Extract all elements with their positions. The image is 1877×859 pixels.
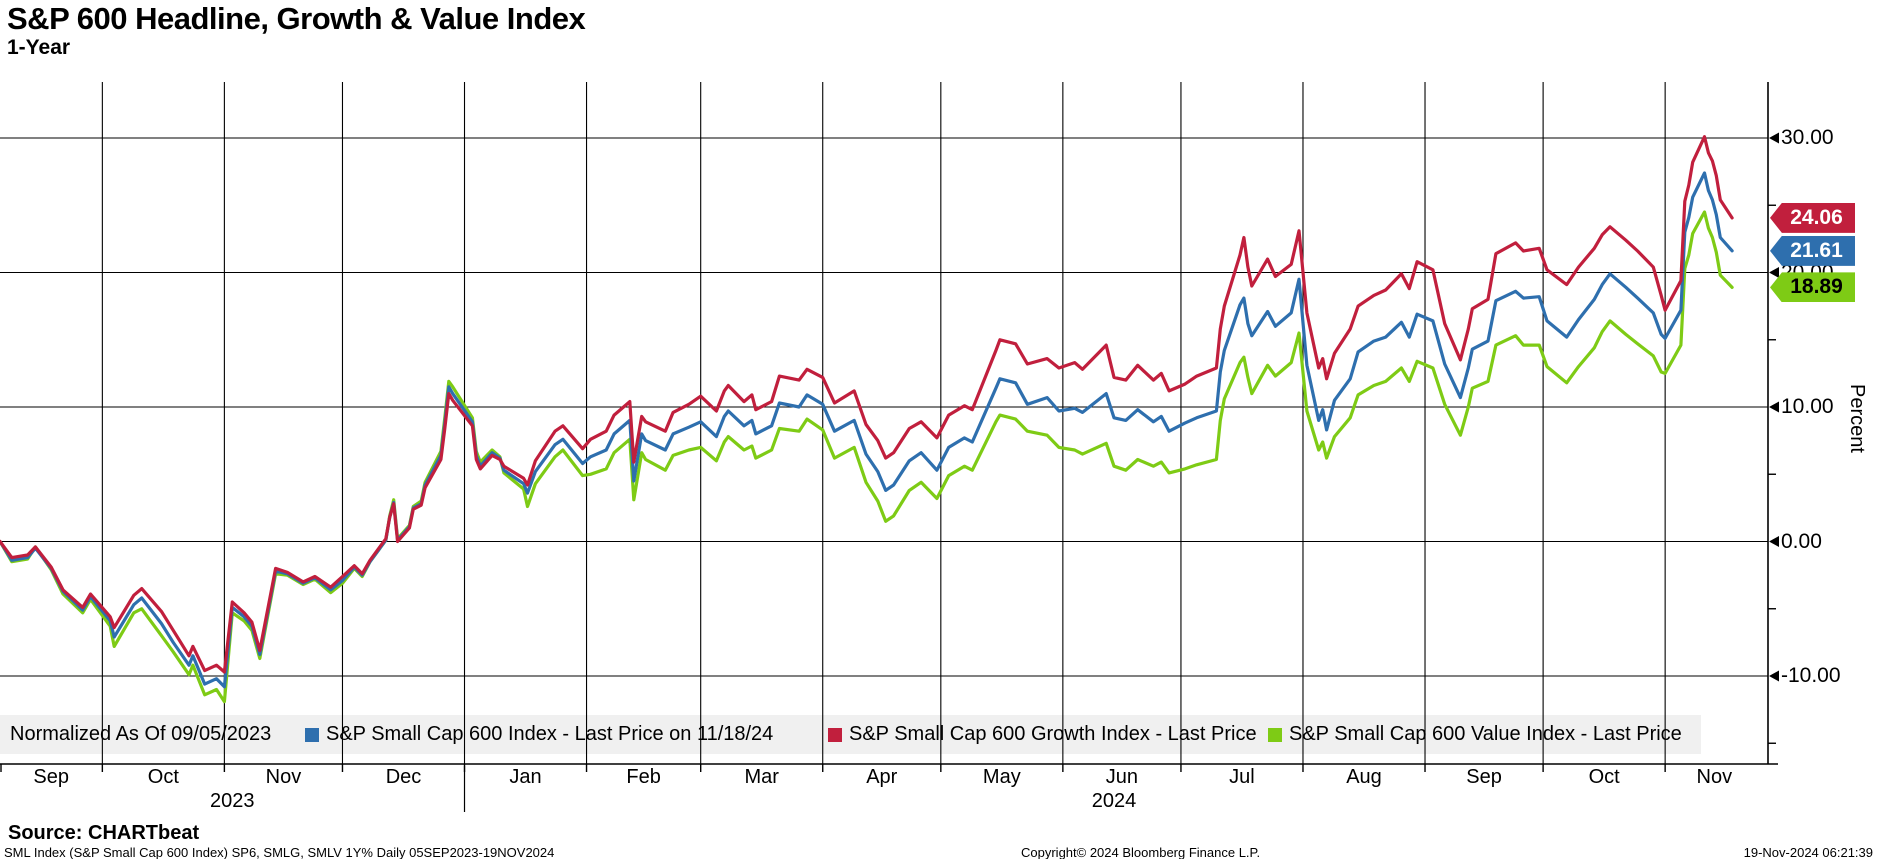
x-month-label: Mar: [744, 766, 779, 788]
x-month-label: Nov: [265, 766, 302, 788]
legend-swatch-icon: [1268, 727, 1282, 742]
x-month-label: Dec: [385, 766, 422, 788]
y-tick-arrow: [1769, 670, 1779, 682]
y-tick-label: -10.00: [1781, 664, 1841, 687]
y-tick-label: 10.00: [1781, 395, 1834, 418]
legend-swatch-icon: [828, 727, 842, 742]
x-month-label: Oct: [1588, 766, 1620, 788]
x-month-label: May: [982, 766, 1021, 788]
chart-subtitle: 1-Year: [7, 36, 71, 59]
timestamp-label: 19-Nov-2024 06:21:39: [1743, 845, 1873, 859]
y-tick-arrow: [1769, 536, 1779, 547]
x-month-label: Aug: [1346, 766, 1382, 788]
y-tick-arrow: [1769, 132, 1779, 144]
source-label: Source: CHARTbeat: [8, 822, 200, 844]
last-price-badge-growth: 24.06: [1770, 202, 1855, 233]
chart-title: S&P 600 Headline, Growth & Value Index: [7, 1, 586, 36]
x-year-label: 2023: [210, 790, 255, 812]
last-price-badge-headline: 21.61: [1770, 235, 1855, 266]
y-tick-arrow: [1769, 267, 1779, 278]
legend-normalized-note: Normalized As Of 09/05/2023: [10, 723, 272, 745]
legend-item-label: S&P Small Cap 600 Growth Index - Last Pr…: [849, 723, 1257, 745]
legend-item-label: S&P Small Cap 600 Index - Last Price on …: [326, 723, 774, 745]
x-month-label: Oct: [147, 766, 179, 788]
x-month-label: Sep: [33, 766, 69, 788]
index-meta-label: SML Index (S&P Small Cap 600 Index) SP6,…: [4, 845, 555, 859]
legend-item-label: S&P Small Cap 600 Value Index - Last Pri…: [1289, 723, 1682, 745]
x-year-label: 2024: [1091, 790, 1137, 812]
series-line-headline: [0, 171, 1734, 689]
legend-band: [0, 715, 1701, 754]
x-month-label: Jan: [509, 766, 542, 788]
x-month-label: Nov: [1696, 766, 1733, 788]
y-axis-title: Percent: [1846, 384, 1868, 453]
x-month-label: Sep: [1466, 766, 1502, 788]
legend-item-headline[interactable]: S&P Small Cap 600 Index - Last Price on …: [305, 715, 773, 754]
last-price-badge-value: 18.89: [1770, 272, 1855, 303]
series-line-growth: [0, 135, 1734, 674]
copyright-label: Copyright© 2024 Bloomberg Finance L.P.: [1021, 845, 1261, 859]
y-tick-arrow: [1769, 401, 1779, 413]
series-line-value: [0, 210, 1734, 704]
y-tick-label: 0.00: [1781, 529, 1822, 553]
legend-swatch-icon: [305, 727, 319, 742]
y-tick-label: 30.00: [1781, 126, 1834, 149]
x-month-label: Feb: [626, 766, 661, 788]
x-month-label: Jul: [1229, 766, 1255, 788]
legend-item-value[interactable]: S&P Small Cap 600 Value Index - Last Pri…: [1268, 715, 1682, 754]
x-month-label: Apr: [866, 766, 898, 788]
x-month-label: Jun: [1105, 766, 1139, 788]
legend-item-growth[interactable]: S&P Small Cap 600 Growth Index - Last Pr…: [828, 715, 1257, 754]
